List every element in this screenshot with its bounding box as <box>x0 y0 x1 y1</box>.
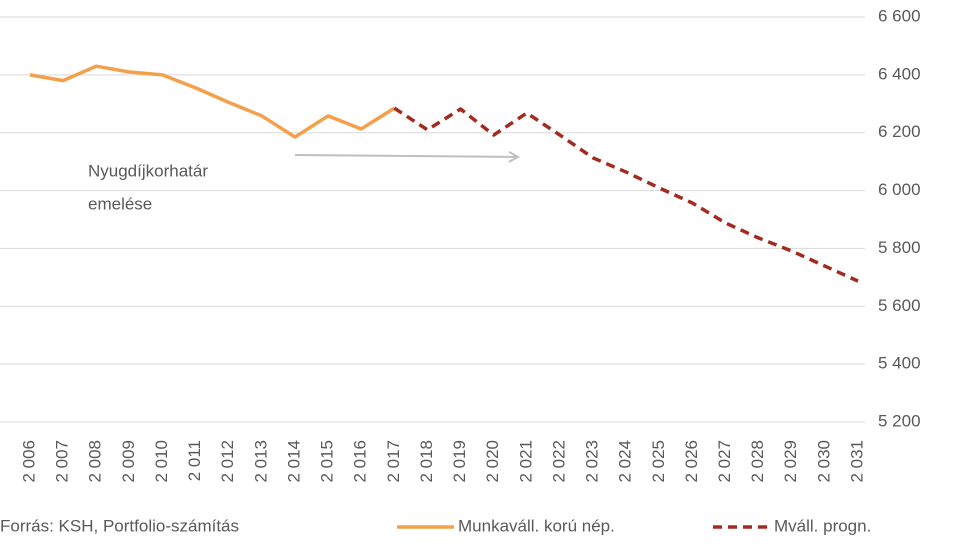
legend-label: Mváll. progn. <box>774 516 871 535</box>
x-tick-label: 2 025 <box>649 440 668 483</box>
annotation-arrow <box>294 155 518 157</box>
series-line <box>29 64 396 139</box>
legend-label: Munkaváll. korú nép. <box>458 516 615 535</box>
x-tick-label: 2 016 <box>351 440 370 483</box>
x-tick-label: 2 017 <box>384 440 403 483</box>
x-tick-label: 2 010 <box>152 440 171 483</box>
y-tick-label: 5 400 <box>878 354 921 373</box>
x-tick-label: 2 015 <box>318 440 337 483</box>
x-tick-label: 2 030 <box>814 440 833 483</box>
x-tick-label: 2 024 <box>616 440 635 483</box>
y-tick-label: 6 400 <box>878 64 921 83</box>
x-tick-label: 2 009 <box>119 440 138 483</box>
series-line <box>393 106 859 283</box>
x-tick-label: 2 013 <box>251 440 270 483</box>
x-tick-label: 2 029 <box>781 440 800 483</box>
x-tick-label: 2 027 <box>715 440 734 483</box>
annotation: Nyugdíjkorhatár <box>88 161 208 180</box>
x-tick-label: 2 007 <box>53 440 72 483</box>
x-tick-label: 2 012 <box>218 440 237 483</box>
x-tick-label: 2 020 <box>483 440 502 483</box>
x-tick-label: 2 022 <box>549 440 568 483</box>
y-tick-label: 6 000 <box>878 180 921 199</box>
y-tick-label: 5 800 <box>878 238 921 257</box>
source: Forrás: KSH, Portfolio-számítás <box>0 516 239 535</box>
y-tick-label: 5 200 <box>878 411 921 430</box>
x-tick-label: 2 008 <box>86 440 105 483</box>
x-tick-label: 2 023 <box>583 440 602 483</box>
x-tick-label: 2 021 <box>516 440 535 483</box>
x-tick-label: 2 011 <box>185 440 204 481</box>
y-tick-label: 6 600 <box>878 6 921 25</box>
y-tick-label: 5 600 <box>878 296 921 315</box>
x-tick-label: 2 026 <box>682 440 701 483</box>
annotation: emelése <box>88 194 152 213</box>
x-tick-label: 2 006 <box>19 440 38 483</box>
x-tick-label: 2 028 <box>748 440 767 483</box>
x-tick-label: 2 014 <box>284 440 303 483</box>
x-tick-label: 2 031 <box>847 440 866 483</box>
y-tick-label: 6 200 <box>878 122 921 141</box>
x-tick-label: 2 018 <box>417 440 436 483</box>
x-tick-label: 2 019 <box>450 440 469 483</box>
